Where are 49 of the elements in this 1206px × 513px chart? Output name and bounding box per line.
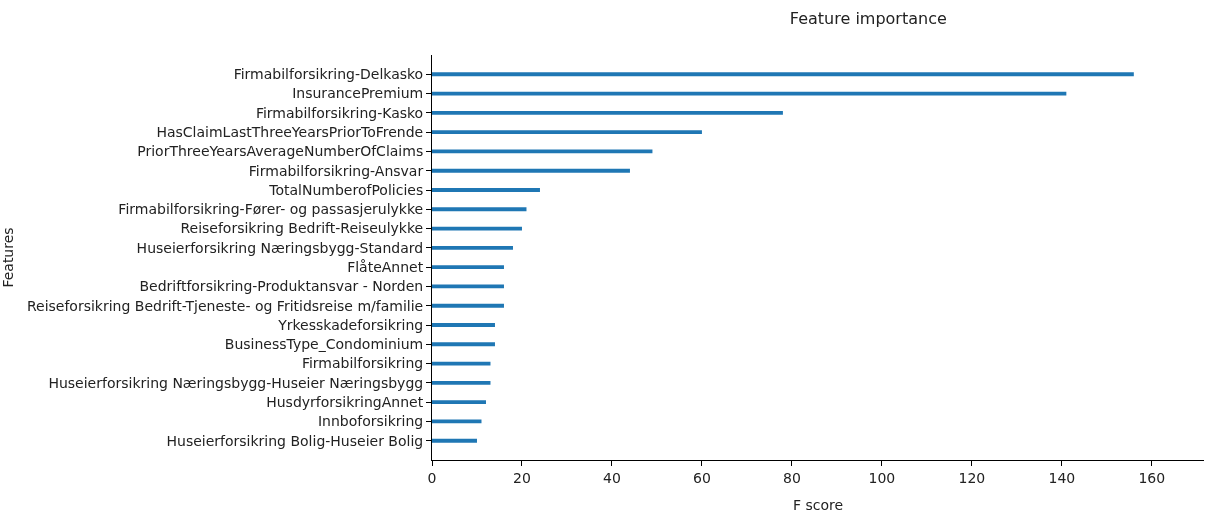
y-tick-label: HusdyrforsikringAnnet [266,394,424,411]
y-tick-label: HasClaimLastThreeYearsPriorToFrende [156,124,424,141]
y-tick-label: InsurancePremium [292,85,424,102]
y-tick-label: Huseierforsikring Næringsbygg-Huseier Næringsbygg [48,374,424,391]
bar [432,245,513,250]
x-tick-label: 40 [603,469,621,486]
chart-title: Feature importance [789,9,947,29]
y-tick-label: TotalNumberofPolicies [268,181,424,198]
bar [432,188,540,192]
bar [432,168,630,173]
bar [432,130,702,135]
x-tick-label: 100 [868,469,896,486]
x-tick-label: 140 [1048,469,1076,486]
y-tick-label: Firmabilforsikring-Fører- og passasjerulykke [118,201,424,218]
bar [432,226,522,231]
x-tick-label: 120 [958,469,986,486]
y-tick-label: Innboforsikring [317,413,424,430]
x-tick-label: 60 [693,469,711,486]
y-tick-label: Reiseforsikring Bedrift-Reiseulykke [180,220,424,237]
bar [432,400,486,405]
bar [432,303,504,308]
y-tick-label: Reiseforsikring Bedrift-Tjeneste- og Fritidsreise m/familie [26,297,424,314]
bar [432,72,1134,77]
bar [432,361,491,366]
x-tick-label: 20 [513,469,531,486]
bar [432,323,495,327]
y-tick-label: Firmabilforsikring-Delkasko [233,66,424,83]
y-tick-label: Bedriftforsikring-Produktansvar - Norden [139,278,424,295]
x-tick-label: 80 [783,469,801,486]
y-tick-label: PriorThreeYearsAverageNumberOfClaims [137,143,424,160]
y-tick-label: FlåteAnnet [347,259,424,276]
x-tick-label: 160 [1138,469,1166,486]
x-tick-label: 0 [427,469,437,486]
y-tick-label: Firmabilforsikring-Kasko [255,104,424,121]
bar [432,380,491,385]
bar [432,207,527,212]
bar [432,265,504,270]
y-tick-label: Firmabilforsikring [301,355,424,372]
y-axis-title: Features [0,227,16,288]
y-tick-label: Huseierforsikring Bolig-Huseier Bolig [166,432,424,449]
y-tick-label: Firmabilforsikring-Ansvar [248,162,424,179]
y-tick-label: Huseierforsikring Næringsbygg-Standard [136,239,424,256]
y-tick-label: BusinessType_Condominium [224,336,424,353]
bar [432,91,1067,96]
bar [432,110,783,115]
bar [432,342,495,347]
x-axis-title: F score [792,497,844,513]
y-tick-label: Yrkesskadeforsikring [277,316,424,333]
bar [432,438,477,443]
